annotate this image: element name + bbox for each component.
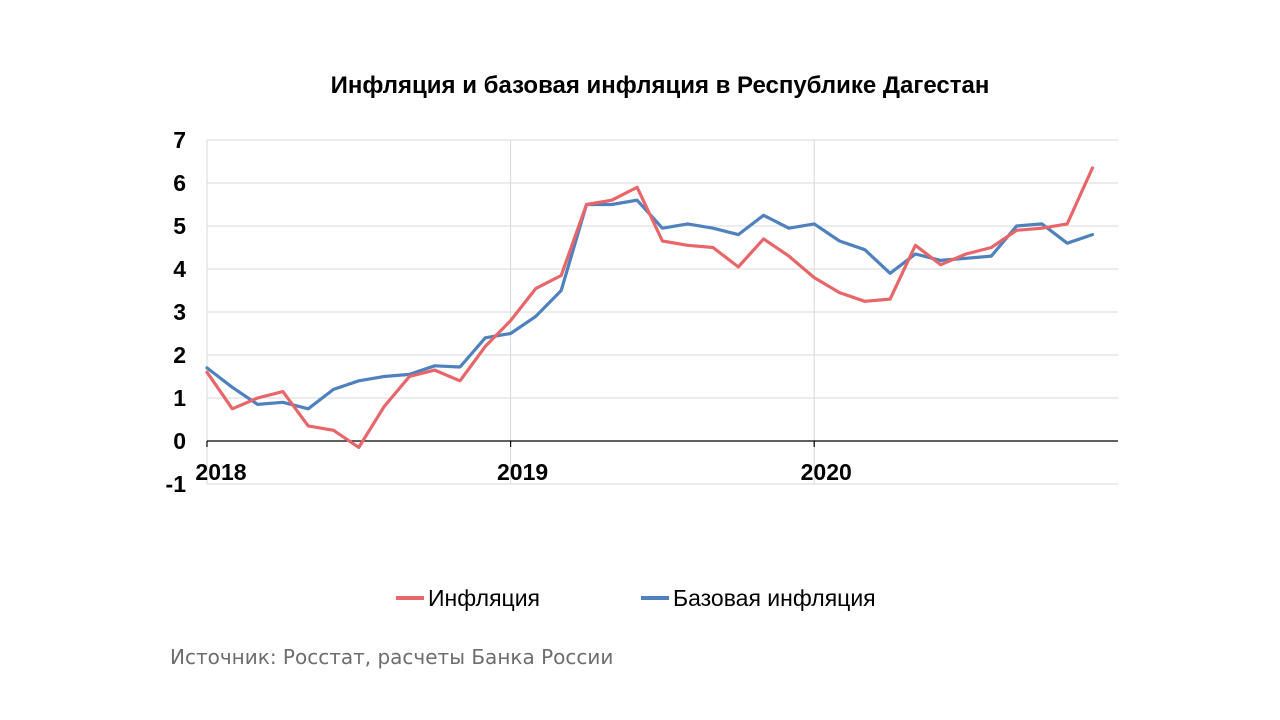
tick-labels: -1 0 1 2 3 4 5 6 7 2018 2019 2020 (166, 127, 852, 497)
y-tick-label: 4 (173, 256, 186, 282)
y-tick-label: 2 (173, 342, 186, 368)
x-tick-label: 2018 (195, 459, 246, 485)
series-line-inflation (205, 166, 1095, 449)
series-line-core-inflation (205, 198, 1095, 411)
legend-swatch-core-inflation (641, 596, 669, 600)
legend-item-core-inflation: Базовая инфляция (641, 583, 876, 613)
y-tick-label: 5 (173, 213, 186, 239)
chart-title: Инфляция и базовая инфляция в Республике… (330, 72, 990, 99)
series-lines (205, 166, 1095, 449)
y-tick-label: 3 (173, 299, 186, 325)
legend-label-core-inflation: Базовая инфляция (673, 584, 876, 611)
y-tick-label: 6 (173, 170, 186, 196)
source-note: Источник: Росстат, расчеты Банка России (170, 645, 614, 669)
y-tick-label: 0 (173, 428, 186, 454)
legend: Инфляция Базовая инфляция (0, 583, 1280, 613)
axes (206, 440, 1118, 447)
grid-lines (206, 139, 1118, 485)
x-tick-label: 2020 (801, 459, 852, 485)
legend-swatch-inflation (396, 596, 424, 600)
y-tick-label: 1 (173, 385, 186, 411)
y-tick-label: 7 (173, 127, 186, 153)
x-tick-label: 2019 (497, 459, 548, 485)
legend-item-inflation: Инфляция (396, 583, 540, 613)
legend-label-inflation: Инфляция (428, 584, 541, 611)
y-tick-label: -1 (166, 471, 187, 497)
